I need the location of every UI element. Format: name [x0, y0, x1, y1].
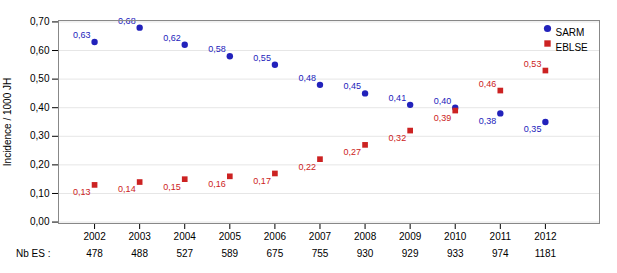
svg-text:974: 974	[492, 248, 509, 259]
svg-text:0,60: 0,60	[30, 45, 50, 56]
svg-text:Nb ES :: Nb ES :	[16, 248, 50, 259]
svg-text:1181: 1181	[535, 248, 557, 259]
svg-text:2003: 2003	[129, 231, 152, 242]
svg-text:0,45: 0,45	[344, 81, 362, 91]
svg-text:675: 675	[267, 248, 284, 259]
svg-text:589: 589	[221, 248, 238, 259]
svg-text:0,15: 0,15	[163, 182, 181, 192]
svg-text:0,17: 0,17	[253, 176, 271, 186]
svg-text:0,10: 0,10	[30, 188, 50, 199]
svg-text:0,40: 0,40	[30, 102, 50, 113]
svg-text:2006: 2006	[264, 231, 287, 242]
svg-text:SARM: SARM	[556, 27, 585, 38]
svg-text:0,13: 0,13	[73, 187, 91, 197]
svg-text:2009: 2009	[399, 231, 422, 242]
svg-text:0,35: 0,35	[524, 124, 542, 134]
svg-text:2002: 2002	[83, 231, 106, 242]
svg-text:0,20: 0,20	[30, 159, 50, 170]
svg-text:0,41: 0,41	[389, 93, 407, 103]
svg-text:929: 929	[402, 248, 419, 259]
svg-text:2007: 2007	[309, 231, 332, 242]
svg-text:930: 930	[357, 248, 374, 259]
svg-text:0,40: 0,40	[434, 96, 452, 106]
svg-text:2008: 2008	[354, 231, 377, 242]
svg-text:0,38: 0,38	[479, 116, 497, 126]
svg-text:0,22: 0,22	[298, 162, 316, 172]
svg-text:2011: 2011	[490, 231, 512, 242]
svg-text:2010: 2010	[444, 231, 467, 242]
svg-text:0,46: 0,46	[479, 79, 497, 89]
svg-text:0,68: 0,68	[118, 15, 136, 26]
svg-text:2005: 2005	[219, 231, 242, 242]
svg-text:0,53: 0,53	[524, 59, 542, 69]
svg-text:Incidence / 1000 JH: Incidence / 1000 JH	[2, 78, 13, 166]
svg-text:0,16: 0,16	[208, 179, 226, 189]
svg-text:0,63: 0,63	[73, 30, 91, 40]
svg-text:0,00: 0,00	[30, 216, 50, 227]
svg-text:0,50: 0,50	[30, 73, 50, 84]
svg-text:EBLSE: EBLSE	[556, 42, 589, 53]
svg-text:0,39: 0,39	[434, 113, 452, 123]
svg-text:755: 755	[312, 248, 329, 259]
svg-text:478: 478	[86, 248, 103, 259]
svg-text:0,70: 0,70	[30, 16, 50, 27]
svg-text:0,55: 0,55	[253, 53, 271, 63]
svg-text:0,27: 0,27	[344, 147, 362, 157]
svg-text:0,48: 0,48	[298, 73, 316, 83]
svg-text:0,30: 0,30	[30, 130, 50, 141]
svg-text:527: 527	[176, 248, 193, 259]
svg-text:0,62: 0,62	[163, 33, 181, 43]
svg-text:0,58: 0,58	[208, 44, 226, 54]
svg-text:0,32: 0,32	[389, 133, 407, 143]
svg-text:0,14: 0,14	[118, 184, 136, 194]
svg-text:2012: 2012	[534, 231, 557, 242]
svg-text:488: 488	[131, 248, 148, 259]
svg-text:933: 933	[447, 248, 464, 259]
svg-text:2004: 2004	[174, 231, 197, 242]
